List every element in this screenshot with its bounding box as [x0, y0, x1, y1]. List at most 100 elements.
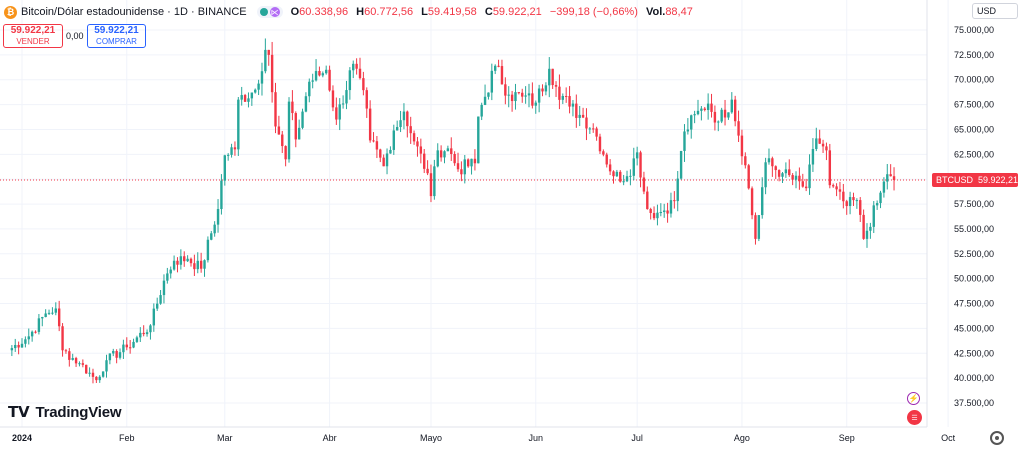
candle-body: [524, 95, 527, 97]
symbol-title[interactable]: Bitcoin/Dólar estadounidense · 1D · BINA…: [21, 6, 247, 18]
candle-body: [754, 215, 757, 239]
candle-body: [226, 154, 230, 156]
candle-body: [443, 151, 446, 158]
candle-body: [294, 113, 297, 140]
candle-body: [274, 92, 277, 127]
candle-body: [639, 152, 642, 178]
x-tick-label: Abr: [323, 433, 337, 443]
tradingview-logo[interactable]: 𝗧𝗩 TradingView: [8, 403, 122, 422]
candle-body: [287, 101, 291, 160]
candle-body: [632, 158, 635, 176]
bitcoin-icon: ₿: [4, 5, 17, 19]
candle-body: [517, 92, 521, 94]
candle-body: [352, 63, 355, 71]
time-axis: 2024 Feb Mar Abr Mayo Jun Jul Ago Sep Oct: [12, 433, 956, 443]
y-tick-label: 45.000,00: [954, 323, 994, 333]
candle-body: [558, 86, 561, 100]
candle-body: [57, 308, 61, 327]
candle-body: [791, 175, 794, 180]
candle-body: [842, 191, 845, 202]
candle-body: [832, 185, 835, 187]
candle-body: [196, 260, 199, 270]
y-tick-label: 40.000,00: [954, 373, 994, 383]
candle-body: [78, 363, 81, 365]
candle-body: [108, 353, 112, 361]
candle-body: [804, 186, 808, 189]
candle-body: [886, 174, 889, 182]
candle-body: [720, 109, 723, 122]
candle-body: [592, 128, 595, 130]
candle-body: [848, 197, 852, 207]
candle-body: [426, 168, 429, 174]
candle-body: [399, 120, 402, 128]
candle-body: [821, 143, 825, 147]
candle-body: [345, 90, 348, 104]
change-value: −399,18 (−0,66%): [549, 6, 638, 18]
lightning-event-icon[interactable]: ⚡: [907, 392, 920, 405]
market-status[interactable]: ⋉: [256, 6, 283, 18]
candle-body: [619, 171, 622, 182]
candle-body: [673, 200, 676, 202]
candle-body: [487, 92, 490, 97]
candle-body: [423, 153, 426, 169]
candle-body: [162, 280, 166, 296]
candle-body: [855, 200, 859, 202]
buy-price: 59.922,21: [94, 25, 139, 36]
candle-body: [98, 376, 101, 381]
candle-body: [781, 173, 784, 177]
candle-body: [798, 175, 801, 182]
candle-body: [541, 88, 544, 92]
candle-body: [321, 73, 325, 76]
sell-button[interactable]: 59.922,21 VENDER: [3, 24, 63, 48]
candle-body: [30, 331, 34, 337]
candle-body: [595, 128, 598, 137]
candle-body: [460, 169, 463, 175]
candle-body: [801, 181, 804, 187]
candle-body: [331, 90, 335, 108]
candle-body: [112, 350, 115, 354]
buy-button[interactable]: 59.922,21 COMPRAR: [87, 24, 146, 48]
y-tick-label: 50.000,00: [954, 274, 994, 284]
candle-body: [27, 336, 30, 340]
candle-body: [436, 150, 439, 167]
candle-body: [10, 348, 14, 351]
candle-body: [446, 148, 450, 152]
candle-body: [81, 363, 85, 365]
candle-body: [869, 226, 872, 231]
spread-value: 0,00: [66, 31, 84, 41]
candle-body: [788, 169, 791, 176]
us-flag-event-icon[interactable]: ☰: [907, 410, 922, 425]
candle-body: [314, 71, 318, 81]
candle-body: [125, 344, 128, 348]
candle-body: [115, 350, 118, 358]
candle-body: [744, 156, 747, 166]
y-tick-label: 70.000,00: [954, 75, 994, 85]
currency-select[interactable]: USD: [972, 3, 1018, 19]
candle-body: [406, 111, 409, 127]
candle-body: [470, 158, 473, 167]
candle-body: [128, 347, 132, 349]
candle-body: [297, 127, 301, 140]
candle-body: [17, 344, 20, 348]
candle-body: [189, 258, 193, 264]
candle-body: [240, 95, 243, 100]
gear-icon[interactable]: [990, 431, 1004, 445]
candle-body: [95, 376, 98, 381]
candle-body: [771, 158, 774, 167]
candle-body: [375, 141, 379, 150]
candle-body: [642, 177, 646, 192]
candle-body: [85, 364, 88, 374]
candle-body: [696, 110, 700, 115]
candle-body: [551, 68, 554, 86]
candle-body: [845, 201, 848, 207]
candle-body: [456, 163, 460, 170]
candle-body: [483, 96, 487, 105]
symbol-header: ₿ Bitcoin/Dólar estadounidense · 1D · BI…: [4, 4, 698, 20]
candle-body: [531, 93, 534, 106]
candle-body: [737, 121, 740, 136]
candle-body: [311, 80, 314, 82]
candle-body: [602, 151, 605, 155]
candle-body: [450, 148, 453, 154]
candle-body: [666, 210, 669, 214]
